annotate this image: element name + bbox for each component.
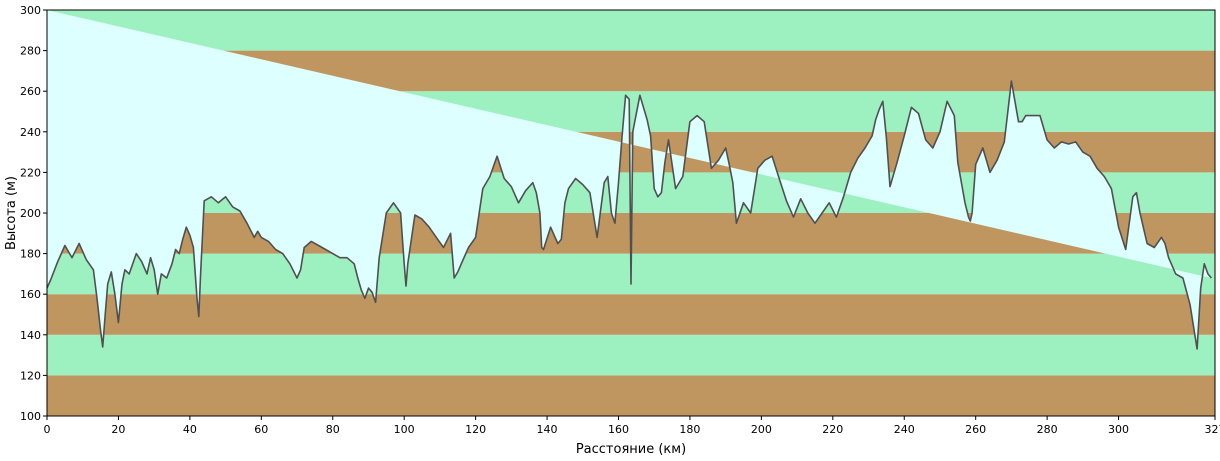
- y-tick-label: 180: [20, 248, 41, 261]
- x-tick-label: 120: [465, 423, 486, 436]
- y-tick-label: 240: [20, 126, 41, 139]
- x-tick-label: 280: [1037, 423, 1058, 436]
- y-axis-title: Высота (м): [4, 176, 19, 250]
- y-tick-label: 160: [20, 288, 41, 301]
- x-tick-label: 260: [965, 423, 986, 436]
- x-tick-label: 240: [894, 423, 915, 436]
- x-tick-label: 140: [537, 423, 558, 436]
- x-tick-label: 327: [1205, 423, 1220, 436]
- x-tick-label: 180: [679, 423, 700, 436]
- y-tick-label: 280: [20, 45, 41, 58]
- x-tick-label: 160: [608, 423, 629, 436]
- y-tick-label: 300: [20, 4, 41, 17]
- x-ticks-group: 0 20 40 60 80 100 120 140 160 180 200 220 240 260 280 3…: [44, 416, 1220, 436]
- x-tick-label: 200: [751, 423, 772, 436]
- y-tick-label: 220: [20, 166, 41, 179]
- y-tick-label: 140: [20, 329, 41, 342]
- x-tick-label: 80: [326, 423, 340, 436]
- y-ticks-group: 100 120 140 160 180 200 220 240 260 280 300: [20, 4, 47, 423]
- x-axis-title: Расстояние (км): [576, 442, 686, 457]
- sky-mask: [47, 10, 1212, 349]
- x-tick-label: 300: [1108, 423, 1129, 436]
- y-tick-label: 120: [20, 369, 41, 382]
- elevation-band: [47, 10, 1215, 51]
- x-tick-label: 40: [183, 423, 197, 436]
- profile-line: [46, 80, 1213, 350]
- x-tick-label: 0: [44, 423, 51, 436]
- y-tick-label: 200: [20, 207, 41, 220]
- x-tick-label: 220: [822, 423, 843, 436]
- elevation-band: [47, 294, 1215, 335]
- elevation-band: [47, 334, 1215, 376]
- x-tick-label: 20: [111, 423, 125, 436]
- x-tick-label: 100: [394, 423, 415, 436]
- elevation-band: [47, 375, 1215, 416]
- y-tick-label: 100: [20, 410, 41, 423]
- x-tick-label: 60: [254, 423, 268, 436]
- y-tick-label: 260: [20, 85, 41, 98]
